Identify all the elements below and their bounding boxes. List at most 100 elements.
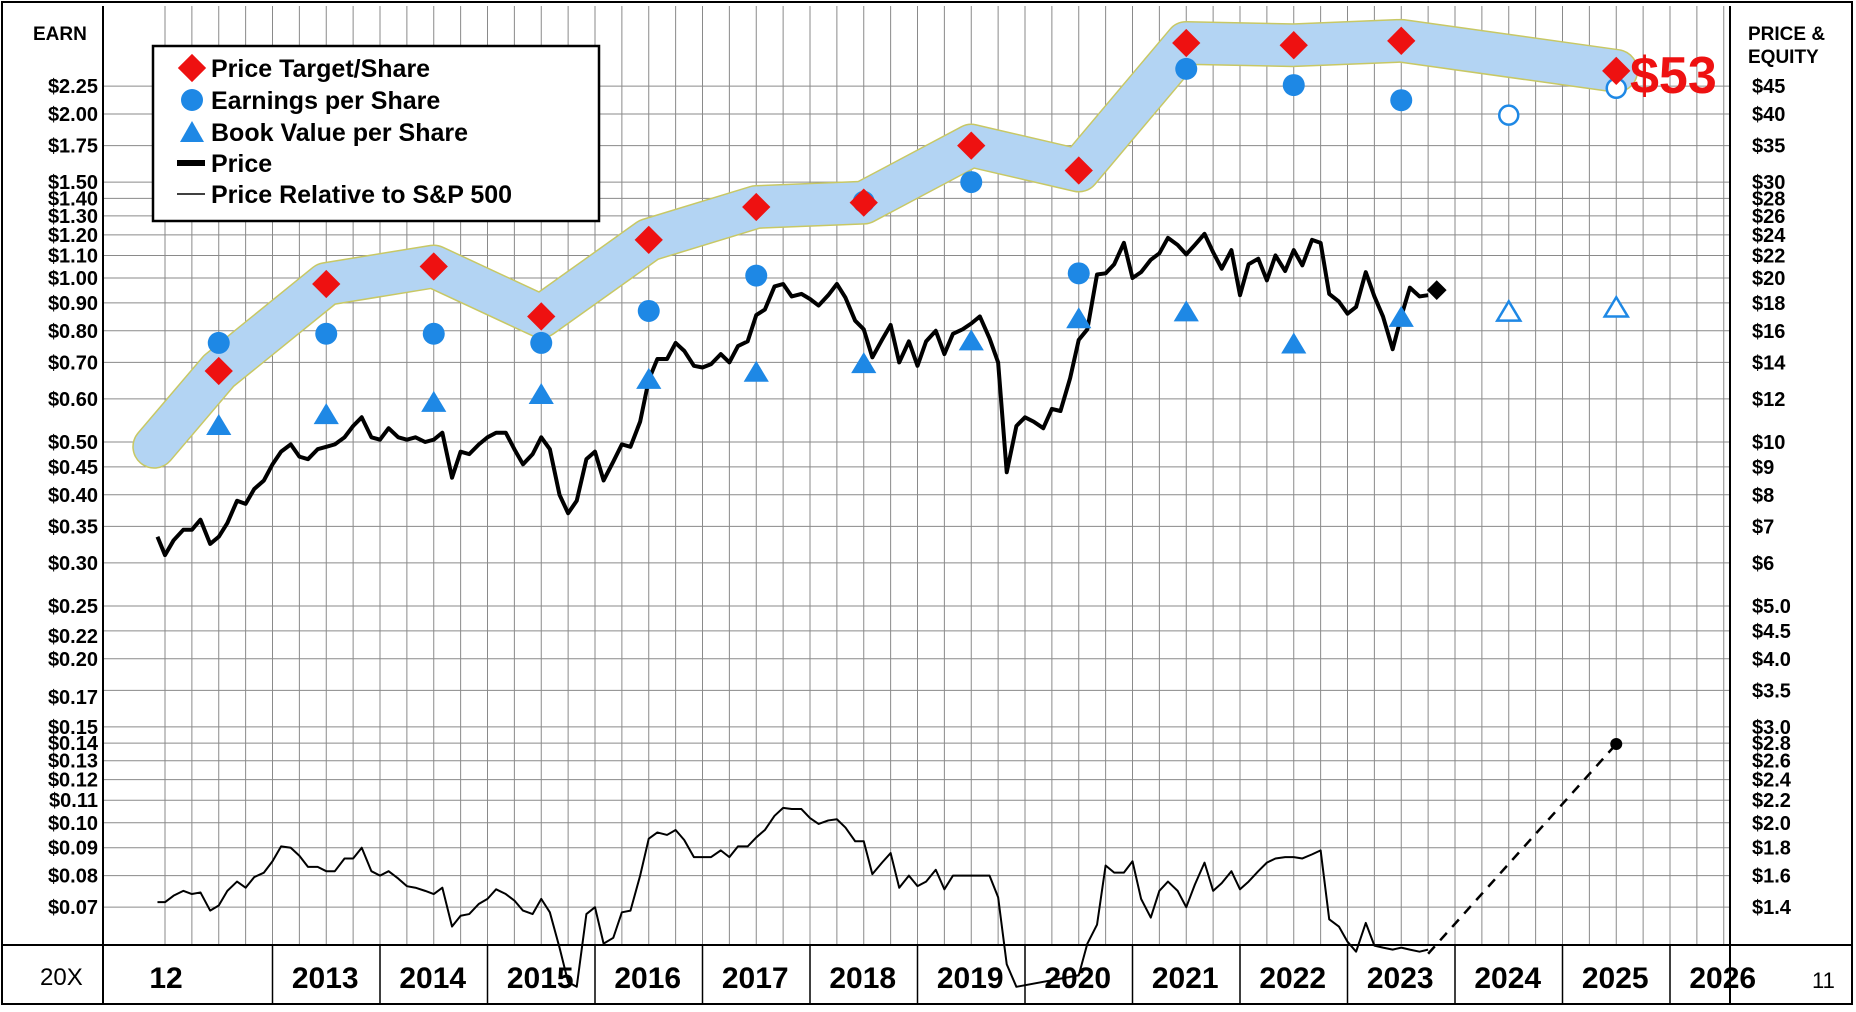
eps-circle-marker (422, 322, 445, 345)
current-price-marker (1426, 280, 1447, 301)
bvps-triangle-marker (958, 329, 984, 351)
legend-target-label: Price Target/Share (211, 55, 430, 83)
price-tick-label: $26 (1752, 206, 1785, 228)
relative-projection-line (1427, 743, 1618, 955)
earn-tick-label: $0.50 (48, 432, 98, 454)
price-tick-label: $2.6 (1752, 751, 1791, 773)
price-tick-label: $1.8 (1752, 838, 1791, 860)
price-tick-label: $2.0 (1752, 813, 1791, 835)
x-axis-year-label: 2016 (614, 962, 681, 995)
earn-tick-label: $1.00 (48, 268, 98, 290)
price-target-diamond-marker (527, 302, 556, 331)
earn-tick-label: $1.50 (48, 172, 98, 194)
earn-tick-label: $1.40 (48, 188, 98, 210)
legend-relative-label: Price Relative to S&P 500 (211, 181, 512, 209)
bvps-estimate-triangle-marker (1494, 298, 1523, 322)
price-tick-label: $2.4 (1752, 770, 1792, 792)
price-tick-label: $9 (1752, 457, 1774, 479)
earn-tick-label: $2.25 (48, 76, 98, 98)
relative-projection-dot (1610, 738, 1623, 751)
eps-circle-marker (637, 299, 660, 322)
price-tick-label: $2.8 (1752, 733, 1791, 755)
eps-circle-marker (1282, 74, 1305, 97)
earn-tick-label: $0.08 (48, 866, 98, 888)
price-tick-label: $7 (1752, 516, 1774, 538)
markers (204, 26, 1631, 751)
bvps-triangle-marker (206, 413, 232, 435)
bvps-triangle-marker (851, 352, 877, 374)
eps-circle-marker (745, 264, 768, 287)
earn-tick-label: $0.12 (48, 770, 98, 792)
earn-tick-label: $0.22 (48, 626, 98, 648)
bvps-triangle-marker (1388, 305, 1414, 327)
x-axis-year-label: 2024 (1474, 962, 1541, 995)
earn-tick-label: $0.14 (48, 733, 99, 755)
price-line (155, 231, 1429, 558)
price-tick-label: $22 (1752, 245, 1785, 267)
legend-eps-label: Earnings per Share (211, 87, 440, 115)
earn-tick-label: $0.25 (48, 596, 98, 618)
bvps-triangle-marker (743, 360, 769, 382)
earn-tick-label: $1.10 (48, 245, 98, 267)
axes (2, 6, 1852, 1004)
earn-tick-label: $1.30 (48, 206, 98, 228)
x-axis-year-label: 2018 (829, 962, 896, 995)
earn-tick-label: $0.09 (48, 838, 98, 860)
left-axis-title: EARN (33, 24, 87, 45)
bvps-triangle-marker (421, 390, 447, 412)
price-tick-label: $45 (1752, 76, 1785, 98)
earn-tick-label: $0.90 (48, 293, 98, 315)
price-tick-label: $40 (1752, 104, 1785, 126)
legend-bvps-triangle-icon (180, 121, 204, 142)
earn-tick-label: $0.30 (48, 553, 98, 575)
price-tick-label: $24 (1752, 225, 1786, 247)
footer-right-label: 11 (1812, 968, 1835, 993)
target-band (132, 18, 1639, 469)
legend-price-label: Price (211, 150, 272, 178)
eps-circle-marker (530, 331, 553, 354)
target-price-callout: $53 (1630, 47, 1717, 105)
x-axis-year-label: 2017 (722, 962, 789, 995)
eps-circle-marker (315, 322, 338, 345)
price-tick-label: $14 (1752, 352, 1786, 374)
price-target-diamond-marker (1387, 26, 1416, 55)
earn-tick-label: $2.00 (48, 104, 98, 126)
legend-eps-circle-icon (181, 89, 203, 111)
bvps-estimate-triangle-marker (1602, 294, 1631, 318)
eps-circle-marker (960, 171, 983, 194)
price-tick-label: $3.5 (1752, 680, 1791, 702)
price-tick-label: $4.0 (1752, 649, 1791, 671)
earn-tick-label: $0.80 (48, 321, 98, 343)
eps-circle-marker (1390, 89, 1413, 112)
price-tick-label: $20 (1752, 268, 1785, 290)
price-target-diamond-marker (312, 269, 341, 299)
price-tick-label: $4.5 (1752, 621, 1791, 643)
x-axis-year-label: 2026 (1689, 962, 1756, 995)
x-axis-year-label: 2021 (1152, 962, 1219, 995)
price-tick-label: $5.0 (1752, 596, 1791, 618)
x-axis-year-label: 2025 (1582, 962, 1649, 995)
price-target-diamond-marker (1602, 56, 1631, 86)
x-axis-year-label: 2023 (1367, 962, 1434, 995)
price-tick-label: $2.2 (1752, 790, 1791, 812)
x-axis-year-label: 2015 (507, 962, 574, 995)
x-axis-year-label: 2020 (1044, 962, 1111, 995)
earn-tick-label: $0.13 (48, 751, 98, 773)
price-tick-label: $28 (1752, 188, 1785, 210)
earn-tick-label: $0.07 (48, 897, 98, 919)
x-axis-year-label: 2022 (1259, 962, 1326, 995)
x-axis-labels: 12 2013 2014 2015 2016 2017 2018 2019 2020 2021 20… (149, 962, 1756, 995)
price-target-diamond-marker (742, 192, 771, 222)
bvps-triangle-marker (313, 403, 339, 425)
earn-tick-label: $0.10 (48, 813, 98, 835)
price-tick-label: $1.6 (1752, 866, 1791, 888)
legend-bvps-label: Book Value per Share (211, 119, 468, 147)
tick-labels: $2.25 $2.00 $1.75 $1.50$1.40$1.30$1.20$1.10… (48, 76, 1792, 919)
earn-tick-label: $0.45 (48, 457, 98, 479)
price-tick-label: $8 (1752, 485, 1774, 507)
bvps-triangle-marker (636, 367, 662, 389)
x-axis-year-label: 12 (149, 962, 182, 995)
eps-circle-marker (207, 331, 230, 354)
price-tick-label: $3.0 (1752, 717, 1791, 739)
